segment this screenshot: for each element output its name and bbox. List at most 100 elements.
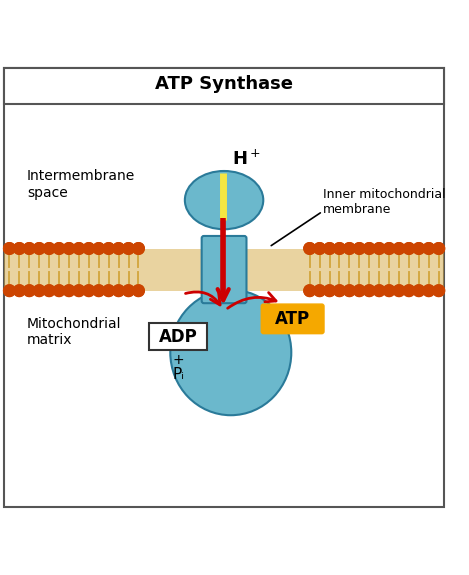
Circle shape — [333, 285, 345, 297]
Circle shape — [113, 285, 124, 297]
Text: Pᵢ: Pᵢ — [173, 367, 184, 382]
Circle shape — [354, 285, 365, 297]
Circle shape — [53, 243, 65, 254]
Circle shape — [4, 285, 15, 297]
Text: Inner mitochondrial
membrane: Inner mitochondrial membrane — [323, 189, 445, 216]
Circle shape — [33, 243, 45, 254]
Circle shape — [103, 243, 114, 254]
Circle shape — [113, 243, 124, 254]
Circle shape — [63, 285, 75, 297]
Circle shape — [113, 285, 124, 297]
Circle shape — [4, 285, 15, 297]
Circle shape — [43, 243, 55, 254]
Circle shape — [33, 285, 45, 297]
Circle shape — [333, 285, 345, 297]
Circle shape — [413, 285, 425, 297]
Circle shape — [73, 243, 85, 254]
Circle shape — [383, 285, 395, 297]
Circle shape — [73, 243, 85, 254]
Circle shape — [403, 243, 415, 254]
Circle shape — [393, 243, 405, 254]
Ellipse shape — [185, 171, 263, 229]
Circle shape — [103, 285, 114, 297]
Text: Mitochondrial
matrix: Mitochondrial matrix — [27, 317, 121, 347]
Circle shape — [304, 243, 316, 254]
Circle shape — [14, 243, 25, 254]
Circle shape — [93, 285, 105, 297]
Circle shape — [403, 285, 415, 297]
Circle shape — [4, 243, 15, 254]
Circle shape — [33, 243, 45, 254]
Circle shape — [373, 285, 385, 297]
Circle shape — [373, 243, 385, 254]
Circle shape — [23, 243, 35, 254]
Circle shape — [83, 243, 95, 254]
Circle shape — [433, 243, 445, 254]
Circle shape — [413, 243, 425, 254]
Circle shape — [133, 285, 144, 297]
Circle shape — [314, 243, 325, 254]
Circle shape — [23, 285, 35, 297]
Circle shape — [314, 243, 325, 254]
Text: +: + — [173, 353, 184, 367]
Circle shape — [423, 285, 435, 297]
Circle shape — [363, 285, 375, 297]
Circle shape — [314, 285, 325, 297]
Circle shape — [43, 285, 55, 297]
Circle shape — [93, 243, 105, 254]
Circle shape — [53, 285, 65, 297]
Circle shape — [63, 243, 75, 254]
Circle shape — [333, 243, 345, 254]
Circle shape — [123, 243, 134, 254]
Circle shape — [354, 285, 365, 297]
Text: ATP Synthase: ATP Synthase — [155, 75, 293, 93]
Circle shape — [133, 243, 144, 254]
Circle shape — [363, 285, 375, 297]
Circle shape — [43, 243, 55, 254]
Circle shape — [14, 285, 25, 297]
Circle shape — [354, 243, 365, 254]
Circle shape — [14, 243, 25, 254]
Circle shape — [423, 285, 435, 297]
Circle shape — [423, 243, 435, 254]
Circle shape — [324, 243, 335, 254]
Circle shape — [304, 285, 316, 297]
Circle shape — [403, 243, 415, 254]
Ellipse shape — [170, 290, 291, 415]
Circle shape — [393, 243, 405, 254]
Circle shape — [433, 285, 445, 297]
Circle shape — [23, 285, 35, 297]
Circle shape — [123, 285, 134, 297]
Circle shape — [433, 285, 445, 297]
FancyBboxPatch shape — [204, 240, 244, 298]
Text: Intermembrane
space: Intermembrane space — [27, 169, 135, 200]
Circle shape — [73, 285, 85, 297]
Circle shape — [324, 285, 335, 297]
Circle shape — [304, 285, 316, 297]
Circle shape — [113, 243, 124, 254]
Text: ADP: ADP — [159, 328, 198, 346]
FancyBboxPatch shape — [202, 236, 247, 303]
Circle shape — [23, 243, 35, 254]
Text: H$^+$: H$^+$ — [232, 150, 261, 168]
Circle shape — [344, 285, 355, 297]
Circle shape — [83, 243, 95, 254]
FancyBboxPatch shape — [5, 68, 444, 507]
Circle shape — [363, 243, 375, 254]
Circle shape — [324, 285, 335, 297]
FancyBboxPatch shape — [149, 323, 207, 350]
Circle shape — [314, 285, 325, 297]
Circle shape — [333, 243, 345, 254]
Circle shape — [304, 243, 316, 254]
Circle shape — [344, 243, 355, 254]
Circle shape — [413, 243, 425, 254]
Circle shape — [123, 243, 134, 254]
FancyBboxPatch shape — [5, 68, 444, 104]
Circle shape — [103, 285, 114, 297]
Circle shape — [393, 285, 405, 297]
Circle shape — [63, 243, 75, 254]
Circle shape — [73, 285, 85, 297]
Circle shape — [363, 243, 375, 254]
Circle shape — [324, 243, 335, 254]
Circle shape — [53, 243, 65, 254]
